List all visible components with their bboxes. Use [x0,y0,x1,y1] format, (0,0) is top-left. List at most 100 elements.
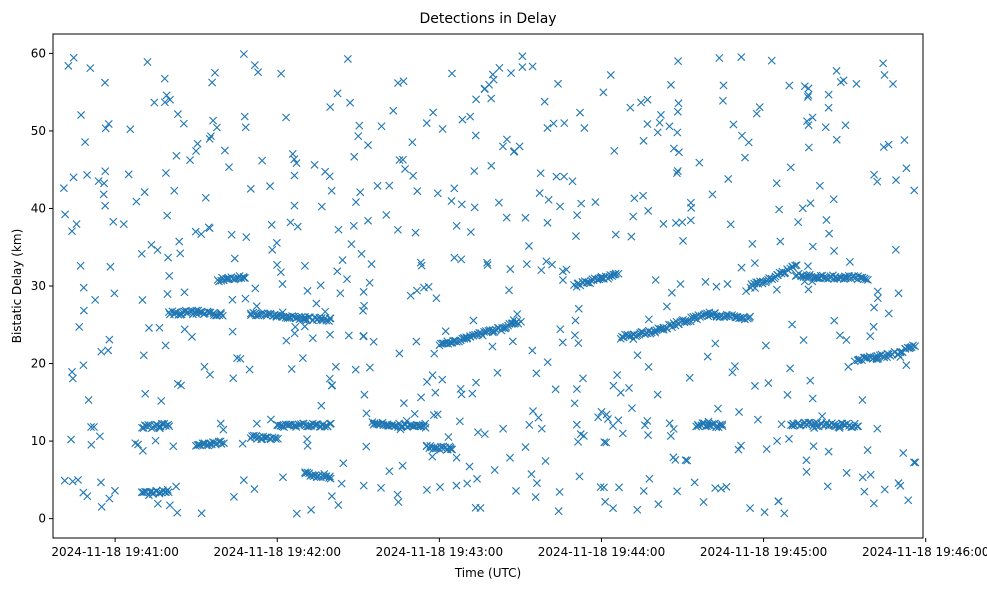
data-point [904,496,913,505]
data-point [674,99,683,108]
data-point [528,407,537,416]
data-point [879,143,888,152]
data-point [273,434,282,443]
data-point [393,79,402,88]
data-point [543,123,552,132]
data-point [611,269,620,278]
data-point [177,381,186,390]
data-point [428,452,437,461]
data-point [556,202,565,211]
data-point [643,95,652,104]
data-point [278,473,287,482]
data-point [896,353,905,362]
data-point [802,467,811,476]
data-point [775,205,784,214]
y-tick-label: 10 [31,434,46,448]
data-point [258,156,267,165]
data-point [466,228,475,237]
data-point [654,500,663,509]
data-point [347,240,356,249]
data-point [832,135,841,144]
data-point [140,188,149,197]
data-point [515,142,524,151]
data-point [206,308,215,317]
data-point [802,271,811,280]
data-point [833,274,842,283]
data-point [894,289,903,298]
data-point [172,482,181,491]
data-point [187,332,196,341]
data-point [365,363,374,372]
data-point [396,425,405,434]
data-point [220,146,229,155]
data-point [409,171,418,180]
data-point [180,325,189,334]
data-point [808,113,817,122]
data-point [170,186,179,195]
data-point [333,267,342,276]
data-point [110,289,119,298]
data-point [611,230,620,239]
data-point [364,216,373,225]
data-point [610,146,619,155]
data-point [163,211,172,220]
data-point [165,271,174,280]
data-point [216,419,225,428]
data-point [570,399,579,408]
data-point [84,396,93,405]
data-point [417,393,426,402]
data-point [105,494,114,503]
data-point [502,213,511,222]
data-point [214,277,223,286]
data-point [624,332,633,341]
data-point [562,265,571,274]
data-point [301,469,310,478]
data-point [767,56,776,65]
data-point [271,434,280,443]
data-point [761,341,770,350]
data-point [639,486,648,495]
data-point [554,507,563,516]
data-point [844,362,853,371]
data-point [487,161,496,170]
data-point [227,230,236,239]
data-point [110,486,119,495]
data-point [325,172,334,181]
data-point [303,435,312,444]
data-point [910,186,919,195]
data-point [406,291,415,300]
data-point [60,476,69,485]
data-point [100,179,109,188]
data-point [772,179,781,188]
data-point [331,362,340,371]
data-point [218,311,227,320]
data-point [830,246,839,255]
data-point [457,255,466,264]
data-point [424,282,433,291]
data-point [845,257,854,266]
data-point [528,62,537,71]
data-point [673,487,682,496]
data-point [734,445,743,454]
data-point [228,295,237,304]
data-point [679,236,688,245]
data-point [160,98,169,107]
data-point [233,354,242,363]
data-point [808,394,817,403]
data-point [144,323,153,332]
data-point [172,151,181,160]
data-point [558,338,567,347]
data-point [350,152,359,161]
data-point [476,503,485,512]
data-point [175,237,184,246]
data-point [193,139,202,148]
data-point [609,504,618,513]
data-point [532,369,541,378]
data-point [298,354,307,363]
data-point [245,365,254,374]
data-point [715,53,724,62]
data-point [292,509,301,518]
data-point [241,123,250,132]
data-point [483,261,492,270]
data-point [808,277,817,286]
